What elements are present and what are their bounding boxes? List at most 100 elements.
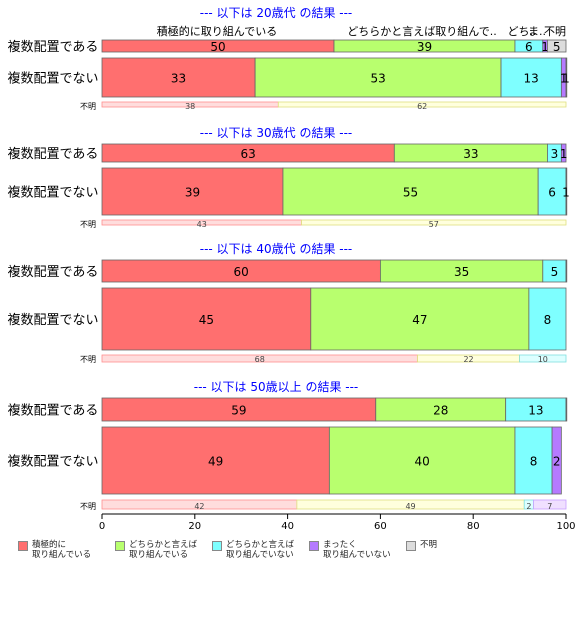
bar-segment	[565, 259, 568, 283]
legend-swatch	[115, 541, 125, 551]
bar-segment	[537, 167, 567, 216]
legend-swatch	[406, 541, 416, 551]
data-label: 13	[528, 404, 543, 418]
data-label: 8	[530, 455, 538, 469]
data-label: 28	[433, 404, 448, 418]
data-label: 2	[553, 455, 561, 469]
legend-item: どちらかと言えば 取り組んでいる	[115, 540, 212, 560]
data-label: 60	[234, 265, 249, 279]
bar-segment	[101, 426, 330, 495]
unknown-label: 不明	[80, 502, 96, 511]
unknown-segment	[519, 354, 567, 363]
legend-item: 積極的に 取り組んでいる	[18, 540, 115, 560]
unknown-data-label: 38	[185, 102, 195, 111]
data-label: 6	[525, 40, 533, 54]
unknown-label: 不明	[80, 355, 96, 364]
legend-swatch	[212, 541, 222, 551]
data-label: 59	[231, 404, 246, 418]
bar-segment	[565, 57, 568, 98]
bar-segment	[282, 167, 539, 216]
legend-label: 積極的に 取り組んでいる	[32, 540, 92, 560]
unknown-data-label: 42	[194, 502, 204, 511]
segment-header-label: 積極的に取り組んでいる	[157, 24, 277, 38]
legend-label: どちらかと言えば 取り組んでいる	[129, 540, 198, 560]
panel-title: --- 以下は 40歳代 の結果 ---	[200, 242, 353, 256]
panel-title: --- 以下は 20歳代 の結果 ---	[200, 6, 353, 20]
legend-swatch	[309, 541, 319, 551]
bar-segment	[101, 167, 284, 216]
legend-item: 不明	[406, 540, 503, 560]
x-tick-label: 60	[374, 521, 387, 532]
legend-label: どちらかと言えば 取り組んでいない	[226, 540, 295, 560]
x-tick-label: 40	[281, 521, 294, 532]
panel-title: --- 以下は 50歳以上 の結果 ---	[194, 380, 359, 394]
panel-title: --- 以下は 30歳代 の結果 ---	[200, 126, 353, 140]
unknown-label: 不明	[80, 102, 96, 111]
x-tick-label: 0	[99, 521, 105, 532]
bar-segment	[551, 426, 562, 495]
data-label: 33	[171, 72, 186, 86]
unknown-data-label: 10	[538, 355, 548, 364]
data-label: 5	[553, 40, 561, 54]
unknown-segment	[301, 219, 567, 226]
unknown-segment	[277, 101, 567, 108]
data-label: 5	[551, 265, 559, 279]
data-label: 53	[370, 72, 385, 86]
unknown-data-label: 43	[197, 220, 207, 229]
data-label: 39	[417, 40, 432, 54]
row-label: 複数配置である	[8, 264, 99, 280]
data-label: 47	[412, 313, 427, 327]
bar-segment	[101, 57, 256, 98]
legend-swatch	[18, 541, 28, 551]
bar-segment	[565, 397, 568, 422]
data-label: 1	[562, 186, 570, 200]
data-label: 1	[562, 72, 570, 86]
legend: 積極的に 取り組んでいる どちらかと言えば 取り組んでいる どちらかと言えば 取…	[18, 540, 503, 560]
bar-segment	[328, 426, 516, 495]
data-label: 1	[560, 147, 568, 161]
unknown-data-label: 22	[463, 355, 473, 364]
segment-header-label: どちらかと言えば取り組んで..	[347, 25, 496, 38]
data-label: 63	[241, 147, 256, 161]
bar-segment	[560, 143, 567, 163]
data-label: 39	[185, 186, 200, 200]
segment-header-label: どち..	[508, 25, 537, 38]
row-label: 複数配置である	[8, 39, 99, 55]
bar-segment	[565, 167, 568, 216]
segment-header-label: ま..	[528, 25, 546, 38]
bar-segment	[514, 426, 553, 495]
row-label: 複数配置である	[8, 146, 99, 162]
data-label: 33	[463, 147, 478, 161]
data-label: 13	[524, 72, 539, 86]
data-label: 1	[560, 72, 568, 86]
data-label: 35	[454, 265, 469, 279]
data-label: 50	[210, 40, 225, 54]
unknown-data-label: 68	[255, 355, 265, 364]
row-label: 複数配置でない	[7, 185, 98, 201]
data-label: 3	[551, 147, 559, 161]
data-label: 6	[548, 186, 556, 200]
row-label: 複数配置である	[8, 403, 99, 419]
unknown-data-label: 2	[526, 502, 531, 511]
unknown-data-label: 62	[417, 102, 427, 111]
unknown-data-label: 49	[405, 502, 415, 511]
x-tick-label: 80	[467, 521, 480, 532]
data-label: 55	[403, 186, 418, 200]
data-label: 40	[415, 455, 430, 469]
row-label: 複数配置でない	[7, 312, 98, 328]
legend-item: まったく 取り組んでいない	[309, 540, 406, 560]
unknown-data-label: 7	[547, 502, 552, 511]
x-tick-label: 20	[188, 521, 201, 532]
row-label: 複数配置でない	[7, 454, 98, 470]
unknown-data-label: 57	[429, 220, 439, 229]
unknown-segment	[533, 499, 567, 510]
row-label: 複数配置でない	[7, 71, 98, 87]
legend-label: 不明	[420, 540, 438, 550]
legend-item: どちらかと言えば 取り組んでいない	[212, 540, 309, 560]
data-label: 45	[199, 313, 214, 327]
data-label: 1	[541, 40, 549, 54]
segment-header-label: 不明	[544, 25, 566, 38]
unknown-label: 不明	[80, 220, 96, 229]
data-label: 8	[544, 313, 552, 327]
